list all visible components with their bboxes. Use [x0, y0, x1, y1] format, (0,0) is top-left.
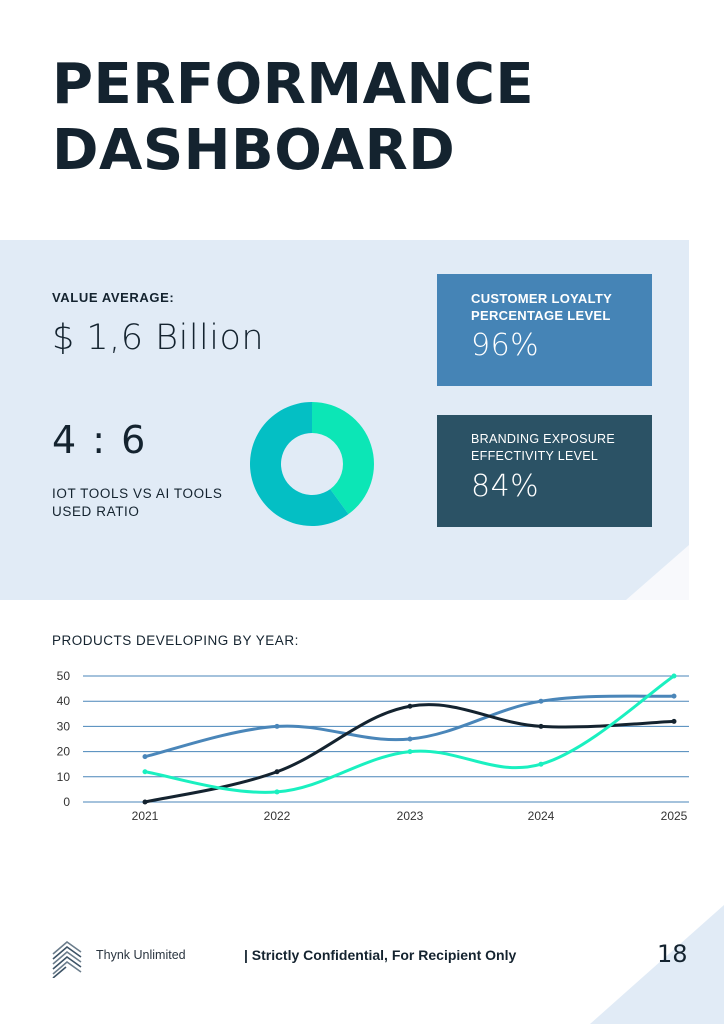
series-blue-point — [671, 693, 677, 699]
x-tick-label: 2021 — [132, 809, 159, 823]
series-green-point — [407, 749, 413, 755]
y-tick-label: 50 — [57, 669, 71, 683]
page-number: 18 — [657, 940, 688, 968]
series-dark-point — [142, 799, 148, 805]
x-tick-label: 2025 — [661, 809, 688, 823]
kpi-label-line-2: PERCENTAGE LEVEL — [471, 308, 611, 323]
series-green-point — [142, 769, 148, 775]
panel-corner-decoration — [626, 545, 689, 600]
series-dark-point — [407, 703, 413, 709]
y-tick-label: 10 — [57, 770, 71, 784]
series-dark-point — [671, 718, 677, 724]
series-blue-point — [142, 754, 148, 760]
series-green-point — [274, 789, 280, 795]
footer-corner-decoration — [590, 905, 724, 1024]
ratio-donut-chart — [249, 402, 374, 526]
kpi-value: 96% — [471, 328, 540, 363]
products-line-chart: 0 10 20 30 40 50 2021 2022 2023 2024 2025 — [57, 669, 689, 823]
kpi-customer-loyalty: CUSTOMER LOYALTY PERCENTAGE LEVEL 96% — [437, 274, 652, 386]
page-title-line-2: DASHBOARD — [52, 118, 456, 183]
value-average: $ 1,6 Billion — [52, 318, 265, 358]
x-tick-label: 2022 — [264, 809, 291, 823]
kpi-label-line-2: EFFECTIVITY LEVEL — [471, 449, 599, 463]
y-tick-label: 30 — [57, 719, 71, 733]
series-green-point — [538, 761, 544, 767]
kpi-label: CUSTOMER LOYALTY PERCENTAGE LEVEL — [471, 290, 652, 324]
kpi-branding-exposure: BRANDING EXPOSURE EFFECTIVITY LEVEL 84% — [437, 415, 652, 527]
page-title: PERFORMANCE DASHBOARD — [52, 52, 534, 184]
kpi-label-line-1: BRANDING EXPOSURE — [471, 432, 616, 446]
series-blue-point — [407, 736, 413, 742]
series-blue-point — [538, 698, 544, 704]
kpi-label: BRANDING EXPOSURE EFFECTIVITY LEVEL — [471, 431, 652, 465]
kpi-value: 84% — [471, 469, 540, 504]
x-tick-label: 2023 — [397, 809, 424, 823]
confidential-notice: | Strictly Confidential, For Recipient O… — [244, 947, 517, 963]
page-title-line-1: PERFORMANCE — [52, 52, 535, 117]
series-blue-point — [274, 723, 280, 729]
y-tick-label: 20 — [57, 745, 71, 759]
y-tick-label: 0 — [63, 795, 70, 809]
series-dark-point — [538, 723, 544, 729]
donut-slice-iot-tools — [312, 402, 374, 515]
company-logo-icon — [52, 940, 82, 978]
chart-title: PRODUCTS DEVELOPING BY YEAR: — [52, 633, 299, 648]
tools-ratio-label: IOT TOOLS VS AI TOOLS USED RATIO — [52, 485, 222, 521]
kpi-label-line-1: CUSTOMER LOYALTY — [471, 291, 613, 306]
series-dark-point — [274, 769, 280, 775]
y-tick-label: 40 — [57, 694, 71, 708]
tools-ratio: 4 : 6 — [52, 418, 148, 462]
tools-ratio-label-line-2: USED RATIO — [52, 504, 140, 519]
value-average-label: VALUE AVERAGE: — [52, 290, 175, 305]
tools-ratio-label-line-1: IOT TOOLS VS AI TOOLS — [52, 486, 223, 501]
brand-name: Thynk Unlimited — [96, 948, 186, 962]
x-tick-label: 2024 — [528, 809, 555, 823]
donut-slice-ai-tools — [249, 402, 349, 526]
series-green-point — [671, 673, 677, 679]
